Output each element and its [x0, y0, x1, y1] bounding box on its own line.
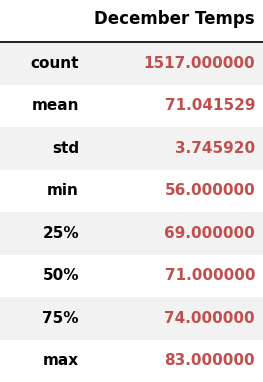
Bar	[0, 42, 263, 84]
Text: December Temps: December Temps	[94, 10, 255, 28]
Text: 3.745920: 3.745920	[175, 141, 255, 156]
Text: std: std	[52, 141, 79, 156]
Text: 75%: 75%	[42, 311, 79, 326]
Text: count: count	[31, 56, 79, 71]
Text: max: max	[43, 353, 79, 368]
Text: 71.041529: 71.041529	[165, 98, 255, 113]
Bar	[0, 340, 263, 382]
Text: min: min	[47, 183, 79, 198]
Text: 25%: 25%	[42, 226, 79, 241]
Bar	[0, 254, 263, 297]
Bar	[0, 127, 263, 170]
Bar	[0, 84, 263, 127]
Text: 1517.000000: 1517.000000	[144, 56, 255, 71]
Text: 69.000000: 69.000000	[164, 226, 255, 241]
Text: 71.000000: 71.000000	[165, 268, 255, 283]
Text: 83.000000: 83.000000	[164, 353, 255, 368]
Bar	[0, 170, 263, 212]
Text: 50%: 50%	[42, 268, 79, 283]
Text: 74.000000: 74.000000	[164, 311, 255, 326]
Text: mean: mean	[31, 98, 79, 113]
Text: 56.000000: 56.000000	[164, 183, 255, 198]
Bar	[0, 297, 263, 340]
Bar	[0, 212, 263, 254]
